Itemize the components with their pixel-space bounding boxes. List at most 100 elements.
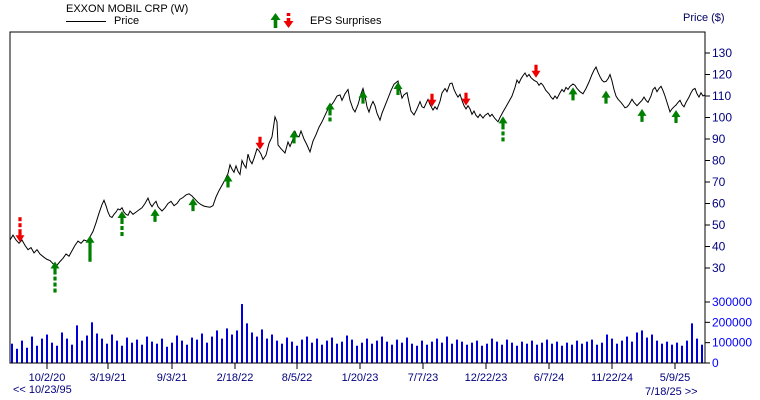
eps-arrow-dash [53, 282, 57, 287]
volume-bar [486, 343, 488, 363]
volume-bar [626, 336, 628, 363]
eps-arrow-dash [328, 117, 332, 122]
volume-bar [16, 348, 18, 363]
eps-up-arrow [498, 116, 508, 124]
eps-up-arrow [85, 235, 95, 243]
price-tick-label: 30 [712, 261, 726, 275]
volume-bar [156, 343, 158, 363]
volume-bar [66, 338, 68, 363]
volume-bar [601, 342, 603, 363]
volume-bar [41, 338, 43, 363]
volume-bar [561, 345, 563, 363]
volume-bar [176, 335, 178, 363]
volume-bar [266, 338, 268, 363]
volume-bar [481, 345, 483, 363]
volume-bar [406, 337, 408, 363]
eps-arrow-shaft [292, 136, 296, 144]
price-tick-label: 110 [712, 89, 731, 103]
eps-up-arrow [568, 87, 578, 95]
volume-bar [106, 343, 108, 363]
volume-bar [416, 345, 418, 363]
volume-bar [696, 338, 698, 363]
volume-bar [621, 340, 623, 363]
volume-bar [91, 322, 93, 363]
eps-up-arrow [289, 130, 299, 138]
volume-bar [196, 339, 198, 363]
date-tick-label: 6/7/24 [534, 372, 565, 384]
volume-bar [546, 339, 548, 363]
date-tick-label: 3/19/21 [90, 372, 127, 384]
eps-up-arrow [671, 109, 681, 117]
volume-bar [571, 344, 573, 363]
volume-bar [676, 342, 678, 363]
date-tick-label: 2/18/22 [217, 372, 254, 384]
price-tick-label: 100 [712, 111, 732, 125]
date-tick-label: 10/2/20 [29, 372, 66, 384]
eps-up-arrow [393, 82, 403, 90]
volume-bar [286, 337, 288, 363]
volume-bar [556, 341, 558, 363]
eps-arrow-shaft [88, 241, 92, 262]
eps-arrow-dash [18, 217, 22, 222]
eps-down-arrow [427, 99, 437, 107]
volume-bar [216, 330, 218, 363]
volume-bar [361, 342, 363, 363]
volume-bar [271, 334, 273, 363]
eps-arrow-shaft [18, 229, 22, 237]
volume-tick-label: 300000 [712, 295, 752, 309]
price-tick-label: 60 [712, 197, 726, 211]
volume-bar [681, 345, 683, 363]
eps-arrow-dash [501, 131, 505, 136]
volume-bar [551, 343, 553, 363]
volume-bar [226, 328, 228, 363]
volume-bar [201, 333, 203, 363]
date-tick-label: 1/20/23 [342, 372, 379, 384]
volume-bar [576, 340, 578, 363]
volume-bar [81, 340, 83, 363]
volume-bar [476, 340, 478, 363]
volume-bar [76, 325, 78, 363]
volume-bar [181, 340, 183, 363]
eps-up-arrow [601, 90, 611, 98]
eps-down-arrow [461, 98, 471, 106]
volume-bar [101, 338, 103, 363]
volume-tick-label: 200000 [712, 315, 752, 329]
volume-bar [616, 343, 618, 363]
volume-bar [511, 342, 513, 363]
volume-bar [276, 340, 278, 363]
eps-arrow-shaft [571, 93, 575, 101]
price-tick-label: 50 [712, 218, 726, 232]
date-tick-label: 5/9/25 [660, 372, 691, 384]
date-tick-label: 8/5/22 [282, 372, 313, 384]
volume-bar [206, 342, 208, 363]
volume-bar [121, 345, 123, 363]
eps-arrow-shaft [501, 122, 505, 130]
volume-bar [321, 344, 323, 363]
eps-up-arrow [637, 108, 647, 116]
volume-bar [446, 336, 448, 363]
eps-arrow-shaft [328, 108, 332, 116]
volume-bar [686, 340, 688, 363]
volume-bar [61, 332, 63, 363]
volume-bar [146, 336, 148, 363]
volume-bar [96, 333, 98, 363]
eps-arrow-dash [53, 288, 57, 293]
volume-bar [531, 340, 533, 363]
history-back-link[interactable]: << 10/23/95 [13, 384, 72, 396]
eps-arrow-shaft [604, 96, 608, 104]
volume-bar [646, 337, 648, 363]
eps-arrow-dash [120, 226, 124, 231]
price-tick-label: 40 [712, 240, 726, 254]
eps-arrow-shaft [53, 267, 57, 275]
volume-bar [636, 332, 638, 363]
volume-bar [536, 344, 538, 363]
history-forward-link[interactable]: 7/18/25 >> [645, 386, 698, 398]
volume-bar [251, 332, 253, 363]
volume-bar [141, 344, 143, 363]
volume-bar [471, 342, 473, 363]
volume-bar [656, 340, 658, 363]
volume-bar [376, 340, 378, 363]
date-tick-label: 7/7/23 [408, 372, 439, 384]
volume-bar [191, 337, 193, 363]
